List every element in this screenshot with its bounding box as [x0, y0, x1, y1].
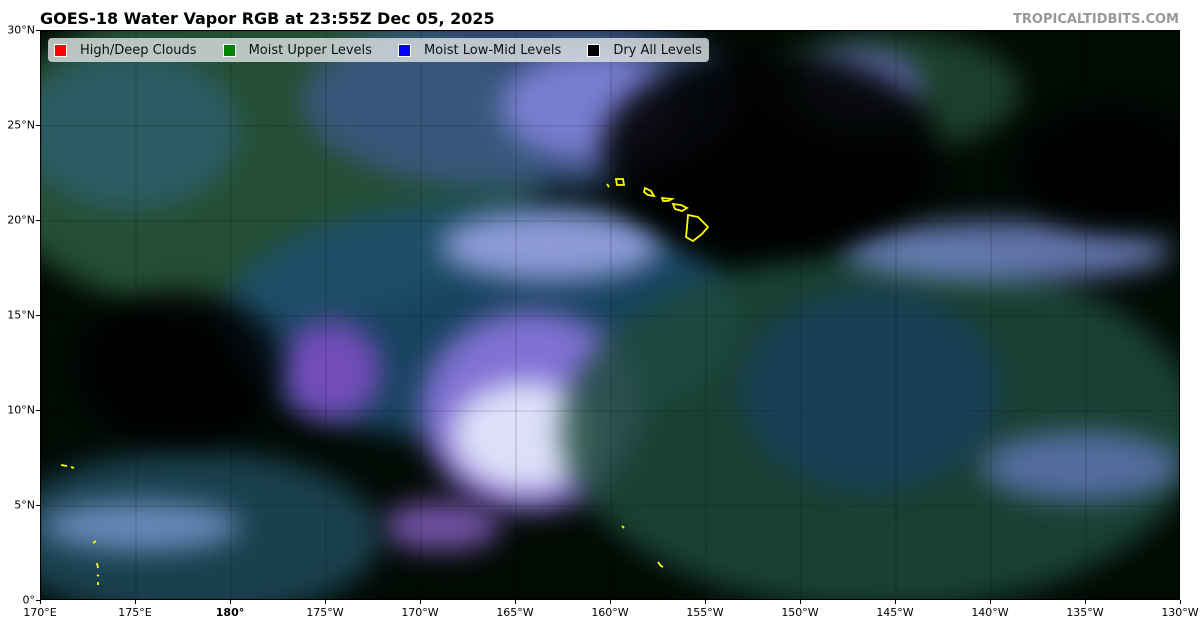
credit-watermark: TROPICALTIDBITS.COM [1013, 12, 1179, 27]
legend-item-moist-low-mid: Moist Low-Mid Levels [397, 42, 562, 58]
legend-item-dry: Dry All Levels [587, 43, 702, 58]
cloud-region [281, 321, 381, 421]
map-overlay [41, 31, 1179, 599]
moist-region [41, 51, 241, 211]
coastline-niihau [606, 183, 610, 188]
x-tick-mark [40, 600, 41, 604]
x-tick-mark [990, 600, 991, 604]
x-tick-mark [230, 600, 231, 604]
map-title: GOES-18 Water Vapor RGB at 23:55Z Dec 05… [40, 9, 495, 28]
x-tick-label: 175°W [306, 606, 344, 619]
legend-swatch [397, 43, 411, 57]
legend-item-moist-upper: Moist Upper Levels [222, 42, 372, 58]
y-tick-mark [36, 505, 40, 506]
moist-region [741, 291, 1001, 491]
y-tick-label: 0° [22, 593, 36, 607]
dry-region [81, 291, 281, 441]
legend-item-high-deep-clouds: High/Deep Clouds [54, 43, 197, 58]
coastline-islet [621, 525, 625, 529]
legend-swatch [54, 43, 67, 57]
legend-label: High/Deep Clouds [80, 42, 197, 58]
legend-label: Moist Upper Levels [248, 42, 372, 58]
y-tick-mark [36, 220, 40, 221]
dry-region [1021, 111, 1179, 231]
legend-swatch [222, 43, 236, 57]
x-tick-label: 170°E [23, 606, 57, 619]
y-tick-label: 10°N [7, 403, 35, 417]
legend-swatch [587, 43, 601, 57]
coastline-molokai [660, 196, 676, 202]
y-tick-mark [36, 125, 40, 126]
x-tick-mark [135, 600, 136, 604]
x-tick-label: 180° [215, 606, 245, 619]
coastline-hawaii [685, 213, 710, 243]
x-tick-mark [325, 600, 326, 604]
cloud-region [841, 221, 1171, 281]
x-tick-mark [420, 600, 421, 604]
y-tick-mark [36, 410, 40, 411]
coastline-islet [60, 464, 75, 469]
x-tick-label: 150°W [781, 606, 819, 619]
cloud-region [981, 431, 1179, 501]
x-tick-label: 155°W [686, 606, 724, 619]
x-tick-mark [895, 600, 896, 604]
x-tick-mark [705, 600, 706, 604]
coastline-oahu [642, 186, 656, 198]
legend-label: Moist Low-Mid Levels [423, 42, 562, 58]
coastline-kauai [614, 178, 626, 186]
y-tick-mark [36, 600, 40, 601]
x-tick-label: 175°E [118, 606, 152, 619]
x-tick-label: 160°W [591, 606, 629, 619]
cloud-region [441, 211, 661, 281]
coastline-maui [671, 202, 689, 212]
y-tick-label: 5°N [14, 498, 35, 512]
coastlines [60, 178, 710, 585]
x-tick-mark [1085, 600, 1086, 604]
x-tick-label: 140°W [971, 606, 1009, 619]
legend-label: Dry All Levels [613, 42, 702, 58]
x-tick-label: 135°W [1066, 606, 1104, 619]
x-tick-label: 130°W [1161, 606, 1199, 619]
y-tick-label: 30°N [7, 23, 35, 37]
x-tick-label: 170°W [401, 606, 439, 619]
x-tick-mark [1180, 600, 1181, 604]
y-tick-label: 25°N [7, 118, 35, 132]
legend: High/Deep Clouds Moist Upper Levels Mois… [48, 38, 709, 62]
x-tick-label: 165°W [496, 606, 534, 619]
y-tick-label: 15°N [7, 308, 35, 322]
y-tick-label: 20°N [7, 213, 35, 227]
y-tick-mark [36, 315, 40, 316]
graticule [41, 31, 1179, 599]
y-tick-mark [36, 30, 40, 31]
x-tick-mark [800, 600, 801, 604]
dry-region [601, 51, 941, 251]
x-tick-mark [515, 600, 516, 604]
satellite-map: High/Deep Clouds Moist Upper Levels Mois… [40, 30, 1180, 600]
coastline-islet [657, 561, 664, 568]
cloud-region [381, 501, 501, 551]
coastline-islet [92, 540, 100, 585]
x-tick-mark [610, 600, 611, 604]
x-tick-label: 145°W [876, 606, 914, 619]
cloud-region [41, 501, 241, 551]
